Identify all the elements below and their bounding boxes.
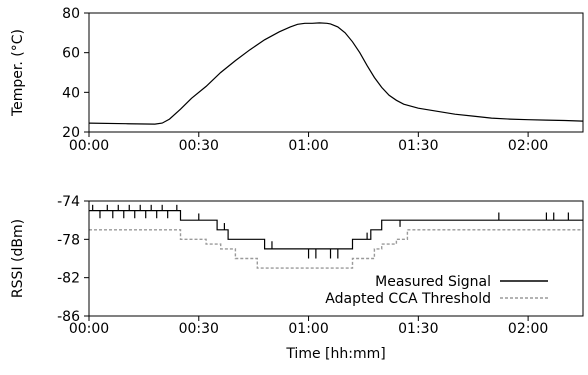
x-tick-label: 01:00 xyxy=(288,138,328,154)
y-axis-label: RSSI (dBm) xyxy=(10,219,26,298)
x-tick-label: 02:00 xyxy=(508,138,548,154)
adapted-cca-threshold-line xyxy=(89,229,583,269)
y-tick-label: 80 xyxy=(62,6,80,22)
y-tick-label: 20 xyxy=(62,125,80,141)
x-tick-label: 02:00 xyxy=(508,321,548,337)
legend-label: Adapted CCA Threshold xyxy=(325,291,491,307)
x-tick-label: 00:30 xyxy=(179,138,219,154)
plot-frame xyxy=(88,200,584,317)
y-tick-label: 60 xyxy=(62,46,80,62)
temperature-line xyxy=(88,22,584,125)
x-tick-label: 01:00 xyxy=(288,321,328,337)
temperature-chart: 00:00 00:30 01:00 01:30 02:00 20 40 60 80 Temper.… xyxy=(10,6,584,154)
x-tick-label: 00:30 xyxy=(179,321,219,337)
x-tick-label: 00:00 xyxy=(69,321,109,337)
x-axis-label: Time [hh:mm] xyxy=(285,346,385,362)
x-tick-label: 01:30 xyxy=(398,321,438,337)
y-tick-label: 40 xyxy=(62,85,80,101)
x-tick-label: 01:30 xyxy=(398,138,438,154)
y-tick-label: -82 xyxy=(57,271,80,287)
y-tick-label: -78 xyxy=(57,232,80,248)
y-tick-label: -86 xyxy=(57,309,80,325)
measured-signal-line xyxy=(89,210,583,250)
y-tick-label: -74 xyxy=(57,194,80,210)
legend-label: Measured Signal xyxy=(375,274,491,290)
plot-frame xyxy=(88,12,584,133)
x-tick-label: 00:00 xyxy=(69,138,109,154)
rssi-chart: 00:00 00:30 01:00 01:30 02:00 -74 -78 -82 -86 RSS… xyxy=(10,194,584,362)
y-axis-label: Temper. (°C) xyxy=(10,29,26,117)
